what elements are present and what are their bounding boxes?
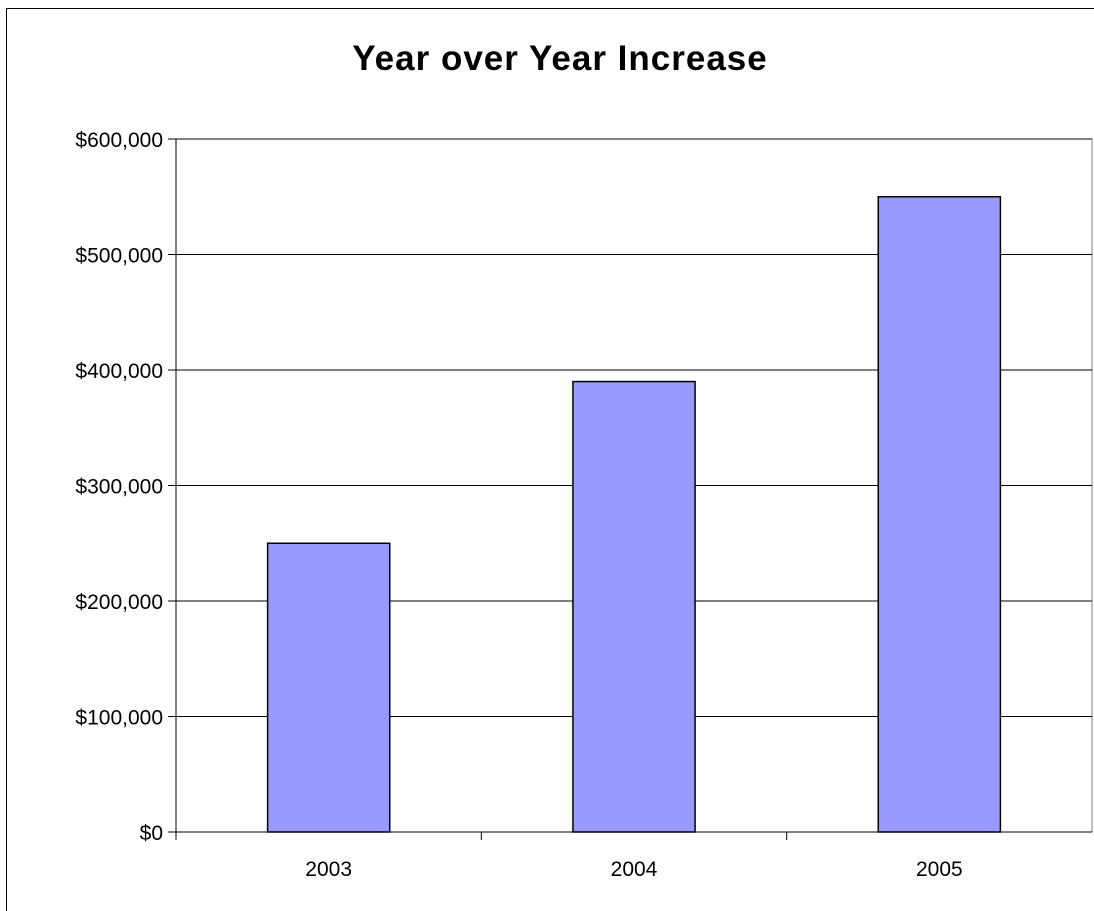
chart-title: Year over Year Increase xyxy=(352,39,767,78)
y-tick-label: $500,000 xyxy=(75,245,163,268)
y-tick-label: $600,000 xyxy=(75,129,163,152)
chart-frame xyxy=(6,8,1094,911)
x-tick-label: 2003 xyxy=(305,858,352,881)
y-tick-label: $200,000 xyxy=(75,591,163,614)
bar-2004 xyxy=(572,380,696,833)
y-tick-label: $400,000 xyxy=(75,360,163,383)
y-tick-label: $100,000 xyxy=(75,707,163,730)
x-tick-label: 2004 xyxy=(611,858,658,881)
x-tick-label: 2005 xyxy=(916,858,963,881)
y-tick-label: $0 xyxy=(140,822,163,845)
bar-2003 xyxy=(266,542,391,833)
y-tick-label: $300,000 xyxy=(75,476,163,499)
bar-2005 xyxy=(877,196,1002,833)
